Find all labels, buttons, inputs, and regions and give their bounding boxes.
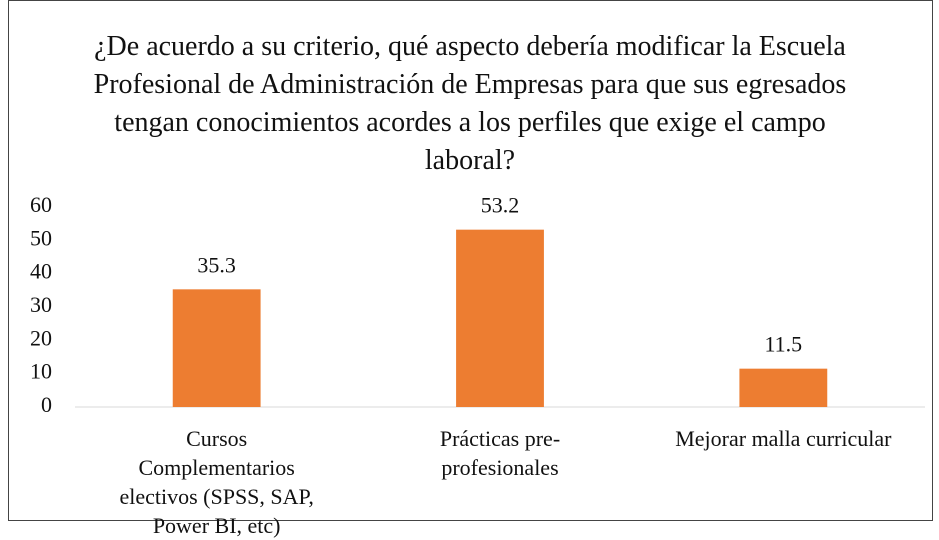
page: 0 10 20 30 40 50 60 35.3 53.2 11.5 ¿De acuerdo a … [8,0,933,538]
x-tick-label: Prácticas pre-profesionales [439,426,561,480]
value-label: 35.3 [197,252,236,277]
y-tick-label: 30 [30,292,52,317]
y-tick-label: 0 [41,392,52,417]
bar [172,289,261,407]
y-tick-label: 40 [30,259,52,284]
y-tick-label: 20 [30,325,52,350]
y-tick-label: 10 [30,359,52,384]
y-tick-label: 60 [30,192,52,217]
value-label: 53.2 [481,193,520,218]
chart-title: ¿De acuerdo a su criterio, qué aspecto d… [93,31,847,176]
x-tick-label: Mejorar malla curricular [675,426,892,451]
value-label: 11.5 [764,332,802,357]
bar [456,229,544,407]
y-tick-label: 50 [30,225,52,250]
chart: 0 10 20 30 40 50 60 35.3 53.2 11.5 [30,192,925,417]
bar [739,368,828,407]
